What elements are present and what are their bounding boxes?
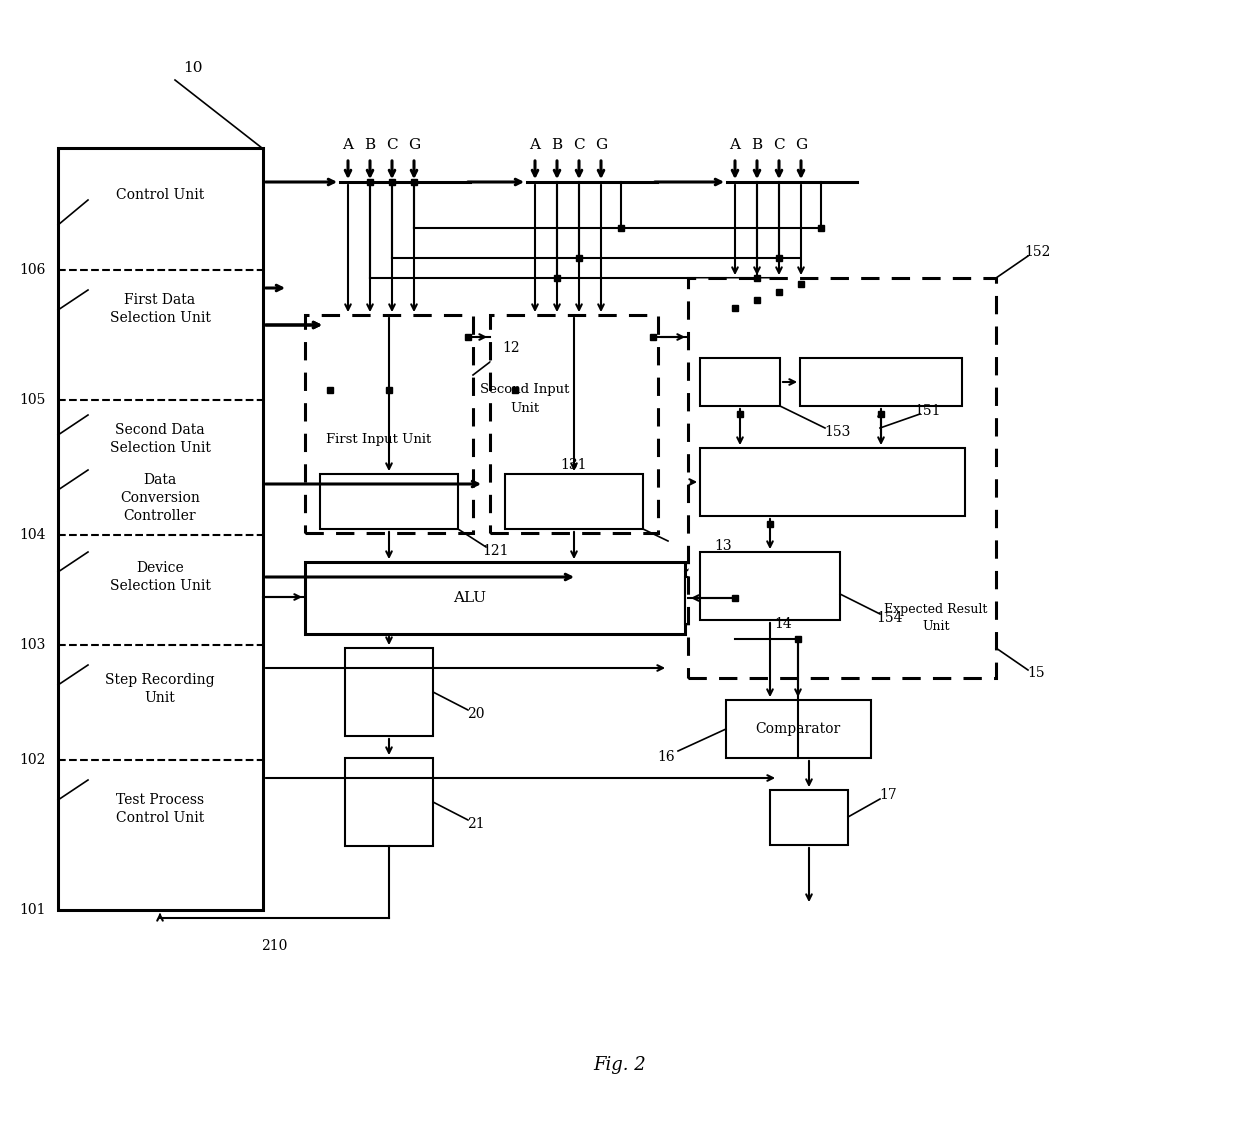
- Text: 13: 13: [714, 539, 732, 553]
- Text: 21: 21: [467, 817, 485, 831]
- Text: Step Recording: Step Recording: [105, 673, 215, 687]
- Text: 152: 152: [1024, 245, 1052, 259]
- Text: Unit: Unit: [511, 402, 539, 414]
- Bar: [305, 315, 472, 534]
- Text: G: G: [408, 138, 420, 152]
- Text: B: B: [365, 138, 376, 152]
- Bar: [345, 758, 433, 846]
- Text: Selection Unit: Selection Unit: [109, 441, 211, 455]
- Text: 153: 153: [825, 425, 851, 439]
- Text: 210: 210: [260, 938, 288, 953]
- Text: Second Data: Second Data: [115, 423, 205, 437]
- Bar: [58, 148, 263, 910]
- Text: Control Unit: Control Unit: [115, 188, 205, 202]
- Text: 105: 105: [20, 393, 46, 407]
- Text: Control Unit: Control Unit: [115, 811, 205, 825]
- Bar: [701, 552, 839, 620]
- Text: 151: 151: [915, 404, 941, 418]
- Text: 16: 16: [657, 750, 675, 764]
- Text: First Data: First Data: [124, 293, 196, 307]
- Bar: [725, 700, 870, 758]
- Text: Second Input: Second Input: [480, 384, 569, 397]
- Text: Conversion: Conversion: [120, 491, 200, 505]
- Text: 101: 101: [20, 904, 46, 917]
- Text: Comparator: Comparator: [755, 722, 841, 735]
- Bar: [684, 578, 735, 624]
- Bar: [505, 474, 644, 529]
- Text: C: C: [774, 138, 785, 152]
- Text: A: A: [529, 138, 541, 152]
- Bar: [770, 790, 848, 845]
- Text: G: G: [795, 138, 807, 152]
- Text: Selection Unit: Selection Unit: [109, 311, 211, 325]
- Text: C: C: [386, 138, 398, 152]
- Text: 102: 102: [20, 754, 46, 767]
- Text: 121: 121: [482, 544, 510, 558]
- Bar: [800, 358, 962, 406]
- Text: 106: 106: [20, 263, 46, 277]
- Bar: [701, 358, 780, 406]
- Text: 10: 10: [184, 61, 203, 74]
- Text: A: A: [342, 138, 353, 152]
- Text: Test Process: Test Process: [115, 793, 205, 807]
- Text: Fig. 2: Fig. 2: [594, 1056, 646, 1074]
- Text: Controller: Controller: [124, 509, 196, 523]
- Text: ALU: ALU: [454, 591, 486, 605]
- Text: 104: 104: [20, 528, 46, 541]
- Text: 20: 20: [467, 707, 485, 721]
- Text: 103: 103: [20, 638, 46, 652]
- Text: C: C: [573, 138, 585, 152]
- Bar: [688, 277, 996, 678]
- Text: B: B: [552, 138, 563, 152]
- Text: 15: 15: [1027, 666, 1045, 680]
- Text: Device: Device: [136, 561, 184, 575]
- Bar: [701, 448, 965, 515]
- Text: Expected Result: Expected Result: [884, 603, 988, 617]
- Bar: [490, 315, 658, 534]
- Text: 14: 14: [774, 617, 792, 631]
- Text: B: B: [751, 138, 763, 152]
- Text: Data: Data: [144, 473, 176, 487]
- Text: 131: 131: [560, 458, 588, 472]
- Text: 154: 154: [877, 611, 903, 625]
- Text: G: G: [595, 138, 608, 152]
- Text: 17: 17: [879, 788, 897, 802]
- Text: First Input Unit: First Input Unit: [326, 433, 432, 447]
- Text: Unit: Unit: [145, 691, 175, 705]
- Text: Selection Unit: Selection Unit: [109, 579, 211, 593]
- Text: 12: 12: [502, 341, 520, 355]
- Text: A: A: [729, 138, 740, 152]
- Bar: [320, 474, 458, 529]
- Bar: [305, 562, 684, 634]
- Bar: [345, 647, 433, 735]
- Text: Unit: Unit: [923, 619, 950, 633]
